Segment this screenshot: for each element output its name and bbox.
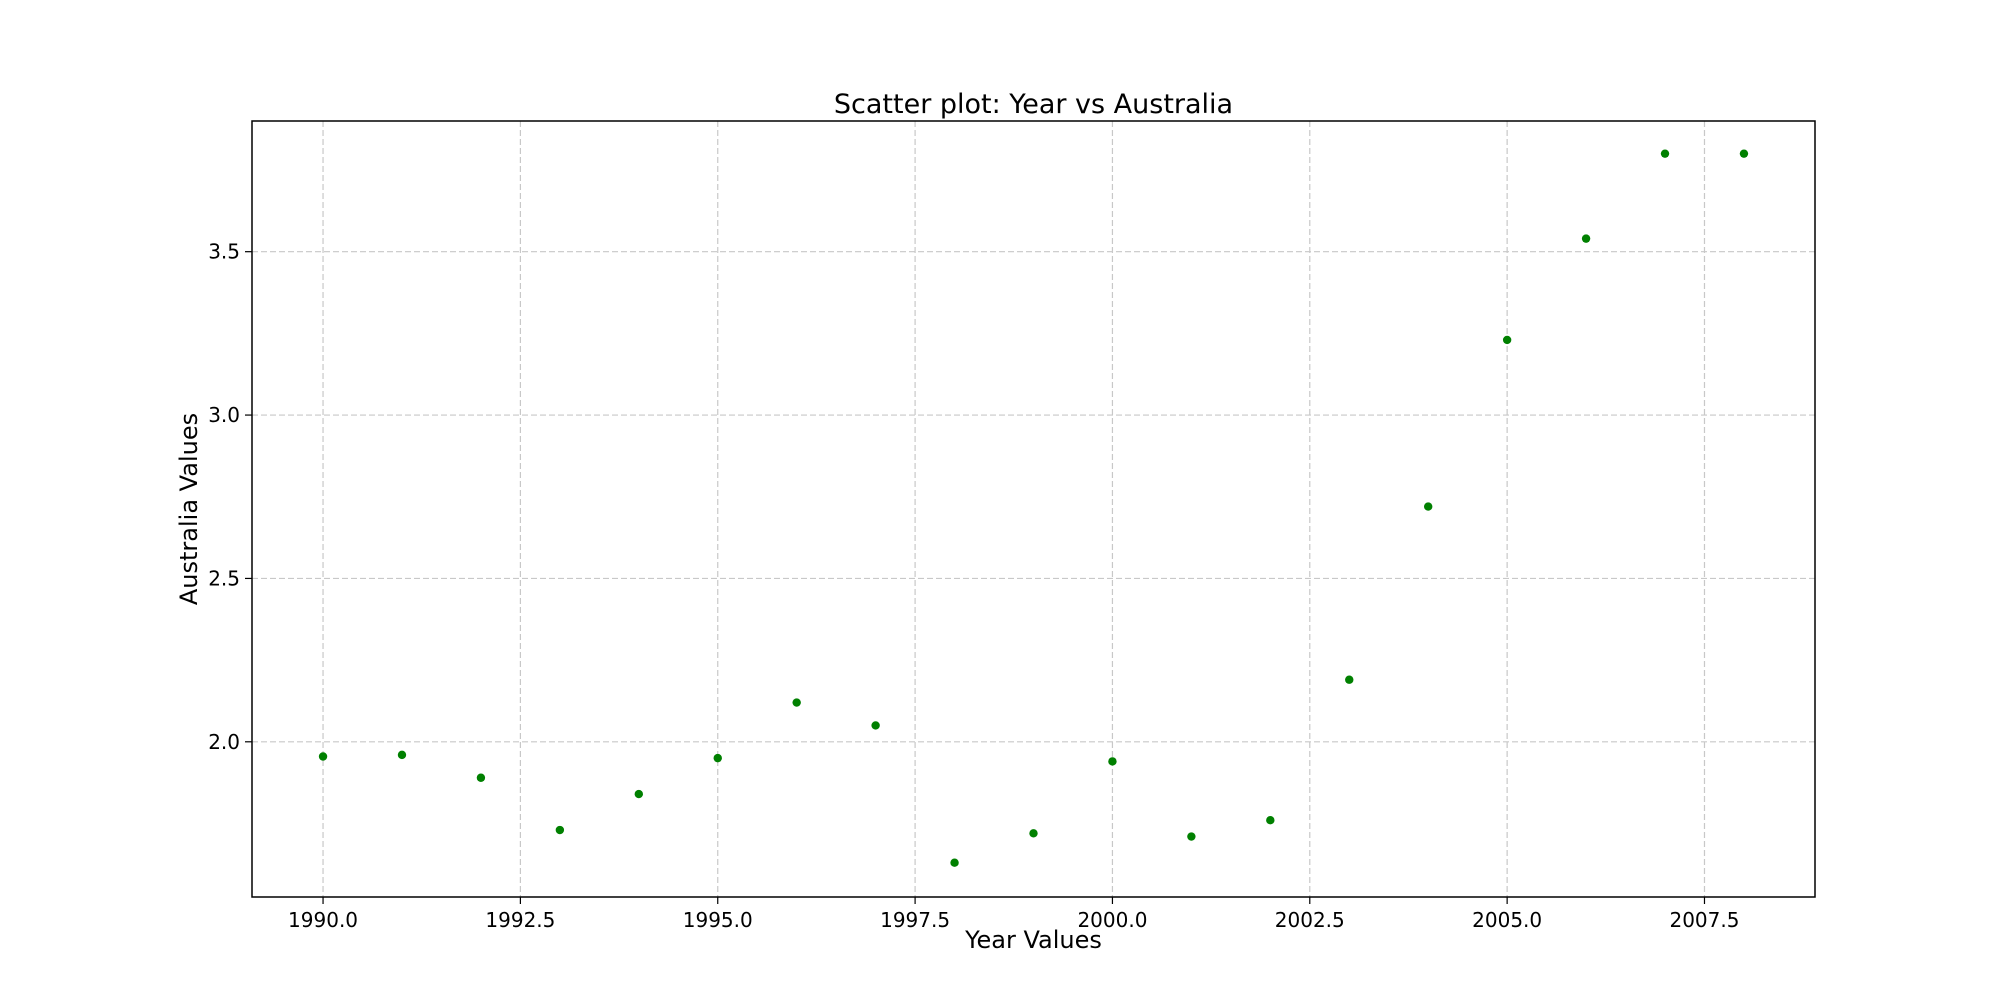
x-tick-label: 2005.0 — [1472, 908, 1542, 932]
data-point — [1660, 149, 1670, 158]
data-point — [1108, 757, 1117, 766]
data-point — [1581, 234, 1591, 243]
y-tick-label: 3.0 — [208, 403, 240, 427]
tick-layer: 1990.0 1992.5 1995.0 1997.5 2000.0 2002.5 2005… — [208, 240, 1739, 932]
grid-layer — [252, 121, 1815, 897]
x-tick-label: 2007.5 — [1669, 908, 1739, 932]
x-tick-label: 1990.0 — [288, 908, 358, 932]
data-point — [713, 753, 722, 763]
data-point — [555, 825, 565, 835]
data-point — [476, 773, 486, 782]
data-point — [1029, 829, 1038, 838]
x-tick-label: 2000.0 — [1077, 908, 1147, 932]
data-point — [397, 750, 407, 760]
data-point — [1266, 816, 1275, 825]
data-point — [1502, 335, 1512, 345]
y-tick-label: 2.0 — [208, 730, 240, 754]
chart-title: Scatter plot: Year vs Australia — [834, 89, 1233, 120]
x-axis-label: Year Values — [964, 926, 1102, 954]
x-tick-label: 2002.5 — [1275, 908, 1345, 932]
data-point — [950, 858, 959, 867]
y-axis-label: Australia Values — [175, 413, 203, 605]
data-point — [792, 698, 801, 707]
y-tick-label: 2.5 — [208, 566, 240, 590]
data-point — [1345, 675, 1354, 684]
x-tick-label: 1992.5 — [485, 908, 555, 932]
data-points — [318, 149, 1749, 867]
data-point — [318, 752, 328, 761]
data-point — [1423, 502, 1433, 511]
data-point — [1739, 149, 1749, 158]
data-point — [1187, 832, 1196, 841]
data-point — [634, 789, 644, 799]
x-tick-label: 1995.0 — [683, 908, 753, 932]
data-point — [871, 721, 880, 730]
x-tick-label: 1997.5 — [880, 908, 950, 932]
y-tick-label: 3.5 — [208, 240, 240, 264]
plot-area-frame — [251, 120, 1816, 898]
